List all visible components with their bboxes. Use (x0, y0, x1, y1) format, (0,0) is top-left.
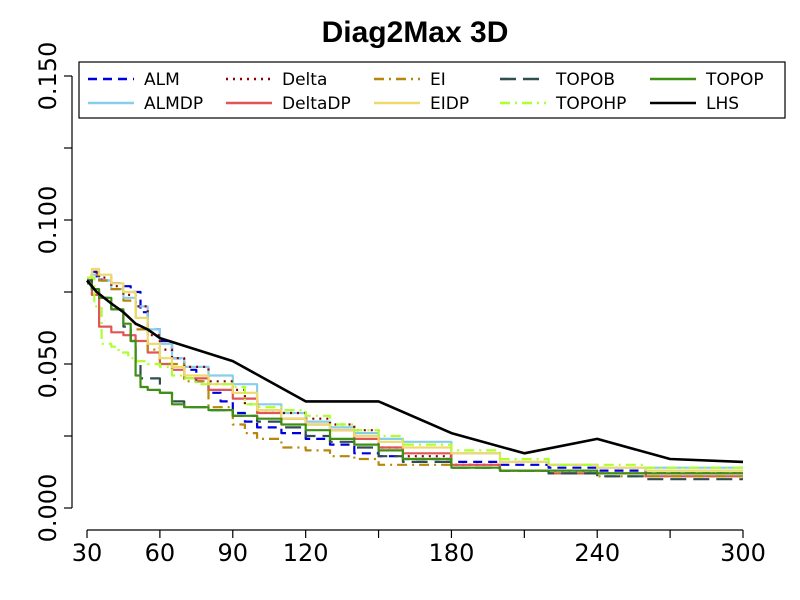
legend-label-ei: EI (430, 70, 446, 90)
series-line-lhs (86, 279, 744, 464)
y-tick-label: 0.150 (34, 42, 62, 111)
x-tick-label: 90 (218, 539, 249, 567)
series-line-topob (87, 279, 743, 481)
series-line-almdp (87, 273, 743, 469)
legend-label-delta: Delta (282, 70, 327, 90)
chart-title: Diag2Max 3D (322, 16, 509, 49)
series-line-delta (87, 270, 743, 475)
y-tick-label: 0.050 (34, 330, 62, 399)
y-tick-label: 0.000 (34, 474, 62, 543)
x-tick-label: 60 (145, 539, 176, 567)
y-tick-label: 0.100 (34, 186, 62, 255)
series-line-topohp (87, 276, 745, 471)
x-tick-label: 180 (429, 539, 475, 567)
legend-label-topop: TOPOP (705, 70, 764, 90)
series-line-alm (87, 270, 743, 475)
legend-box (78, 61, 786, 119)
x-tick-label: 300 (720, 539, 766, 567)
x-tick-label: 120 (283, 539, 329, 567)
series-line-topop (87, 282, 743, 475)
series-layer (86, 267, 745, 481)
x-tick-label: 240 (574, 539, 620, 567)
legend-label-topob: TOPOB (555, 70, 615, 90)
legend-label-eidp: EIDP (430, 94, 469, 114)
legend-label-topohp: TOPOHP (555, 94, 626, 114)
x-tick-label: 30 (72, 539, 103, 567)
legend-label-deltadp: DeltaDP (282, 94, 351, 114)
legend-label-almdp: ALMDP (144, 94, 203, 114)
series-line-eidp (87, 267, 743, 472)
legend-label-alm: ALM (144, 70, 180, 90)
legend-label-lhs: LHS (706, 94, 739, 114)
legend: ALM ALMDP Delta DeltaDP EI EIDP TOPOB TOPOHP TOP… (78, 61, 786, 119)
axes: 30 60 90 120 180 240 300 0.000 0.050 0.100 0.150 (34, 42, 766, 567)
